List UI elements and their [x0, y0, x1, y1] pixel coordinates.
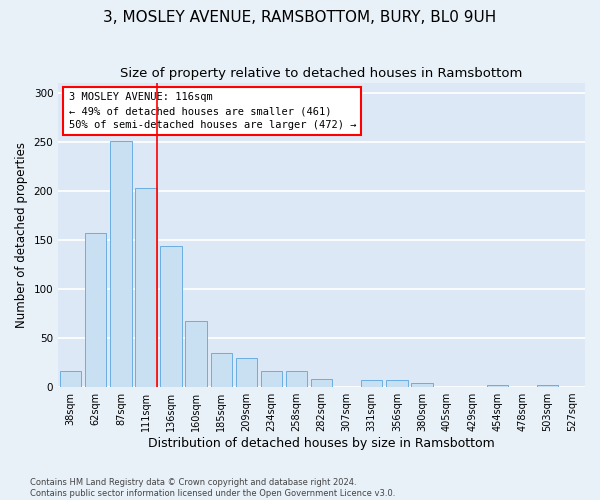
Bar [211, 353, 232, 387]
Bar [311, 379, 332, 387]
Text: Contains HM Land Registry data © Crown copyright and database right 2024.
Contai: Contains HM Land Registry data © Crown c… [30, 478, 395, 498]
Bar [361, 380, 382, 387]
Bar [110, 141, 131, 387]
Bar [236, 358, 257, 387]
Title: Size of property relative to detached houses in Ramsbottom: Size of property relative to detached ho… [121, 68, 523, 80]
Bar [60, 372, 82, 387]
Bar [136, 188, 157, 387]
Bar [537, 385, 558, 387]
Bar [85, 233, 106, 387]
Bar [386, 380, 407, 387]
Y-axis label: Number of detached properties: Number of detached properties [15, 142, 28, 328]
Bar [487, 385, 508, 387]
Bar [411, 383, 433, 387]
Bar [286, 372, 307, 387]
X-axis label: Distribution of detached houses by size in Ramsbottom: Distribution of detached houses by size … [148, 437, 495, 450]
Text: 3 MOSLEY AVENUE: 116sqm
← 49% of detached houses are smaller (461)
50% of semi-d: 3 MOSLEY AVENUE: 116sqm ← 49% of detache… [69, 92, 356, 130]
Bar [261, 372, 282, 387]
Bar [185, 322, 207, 387]
Bar [160, 246, 182, 387]
Text: 3, MOSLEY AVENUE, RAMSBOTTOM, BURY, BL0 9UH: 3, MOSLEY AVENUE, RAMSBOTTOM, BURY, BL0 … [103, 10, 497, 25]
